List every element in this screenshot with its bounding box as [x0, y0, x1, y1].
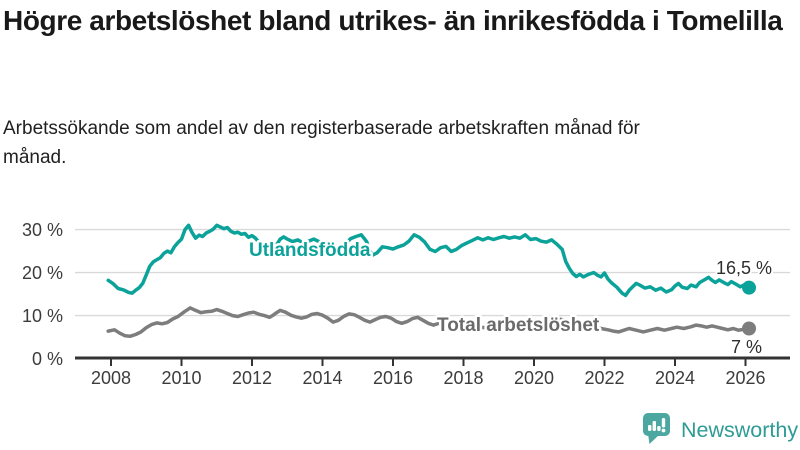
- series-label-total-arbetsloshet: Total arbetslöshet: [437, 315, 600, 336]
- x-tick-label: 2012: [232, 368, 272, 388]
- x-tick-label: 2022: [584, 368, 624, 388]
- end-dot-total: [742, 321, 757, 336]
- logo-bar-2: [652, 421, 656, 431]
- y-tick-label: 10 %: [22, 306, 63, 326]
- page-subtitle: Arbetssökande som andel av den registerb…: [3, 118, 640, 168]
- newsworthy-wordmark: Newsworthy: [681, 418, 798, 442]
- x-tick-label: 2008: [91, 368, 131, 388]
- x-axis: [75, 356, 790, 366]
- series-lines: [106, 223, 751, 338]
- series-label-utlandsfodda: Utlandsfödda: [249, 240, 371, 261]
- y-tick-label: 0 %: [32, 349, 63, 369]
- y-tick-label: 30 %: [22, 220, 63, 240]
- series-end-dots: [742, 280, 757, 336]
- logo-bar-3: [657, 426, 661, 431]
- x-tick-label: 2018: [443, 368, 483, 388]
- x-tick-label: 2016: [373, 368, 413, 388]
- x-tick-label: 2026: [725, 368, 765, 388]
- newsworthy-icon: [643, 413, 670, 444]
- y-tick-label: 20 %: [22, 263, 63, 283]
- logo-exclamation-dot: [661, 428, 666, 433]
- x-tick-label: 2020: [514, 368, 554, 388]
- newsworthy-logo[interactable]: Newsworthy: [643, 413, 798, 444]
- end-value-label-total: 7 %: [731, 337, 762, 357]
- series-line-utlandsfodda: [106, 223, 751, 298]
- gridlines: [75, 228, 790, 317]
- end-value-label-utlandsfodda: 16,5 %: [716, 258, 772, 278]
- page-title: Högre arbetslöshet bland utrikes- än inr…: [3, 5, 783, 36]
- logo-exclamation-bar: [661, 418, 666, 428]
- x-axis-labels: 2008 2010 2012 2014 2016 2018 2020 2022 2024 2026: [91, 368, 766, 388]
- logo-bar-1: [648, 425, 652, 431]
- x-tick-label: 2014: [302, 368, 342, 388]
- y-axis-labels: 0 % 10 % 20 % 30 %: [22, 220, 63, 369]
- end-dot-utlandsfodda: [742, 280, 757, 295]
- series-line-total: [106, 306, 751, 338]
- x-tick-label: 2010: [161, 368, 201, 388]
- x-tick-label: 2024: [655, 368, 695, 388]
